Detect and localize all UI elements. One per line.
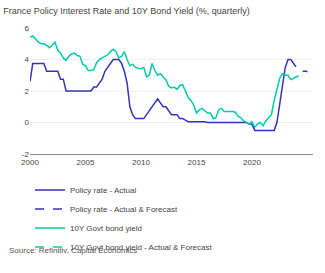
svg-text:0: 0 <box>25 118 30 127</box>
svg-text:France Policy Interest Rate an: France Policy Interest Rate and 10Y Bond… <box>3 6 249 16</box>
svg-text:4: 4 <box>25 55 30 64</box>
svg-text:10Y Govt bond yield - Actual &: 10Y Govt bond yield - Actual & Forecast <box>70 243 212 252</box>
svg-text:2000: 2000 <box>21 158 39 167</box>
svg-text:6: 6 <box>25 24 30 33</box>
svg-text:2005: 2005 <box>77 158 95 167</box>
svg-text:Policy rate - Actual & Forecas: Policy rate - Actual & Forecast <box>70 205 178 214</box>
svg-text:2020: 2020 <box>243 158 261 167</box>
svg-text:2: 2 <box>25 87 30 96</box>
svg-text:2015: 2015 <box>188 158 206 167</box>
svg-text:Policy rate - Actual: Policy rate - Actual <box>70 186 136 195</box>
svg-text:2010: 2010 <box>132 158 150 167</box>
svg-text:-2: -2 <box>22 150 30 159</box>
svg-text:10Y Govt bond yield: 10Y Govt bond yield <box>70 224 142 233</box>
svg-text:Source: Refinitiv, Capital Eco: Source: Refinitiv, Capital Economics <box>9 246 137 255</box>
